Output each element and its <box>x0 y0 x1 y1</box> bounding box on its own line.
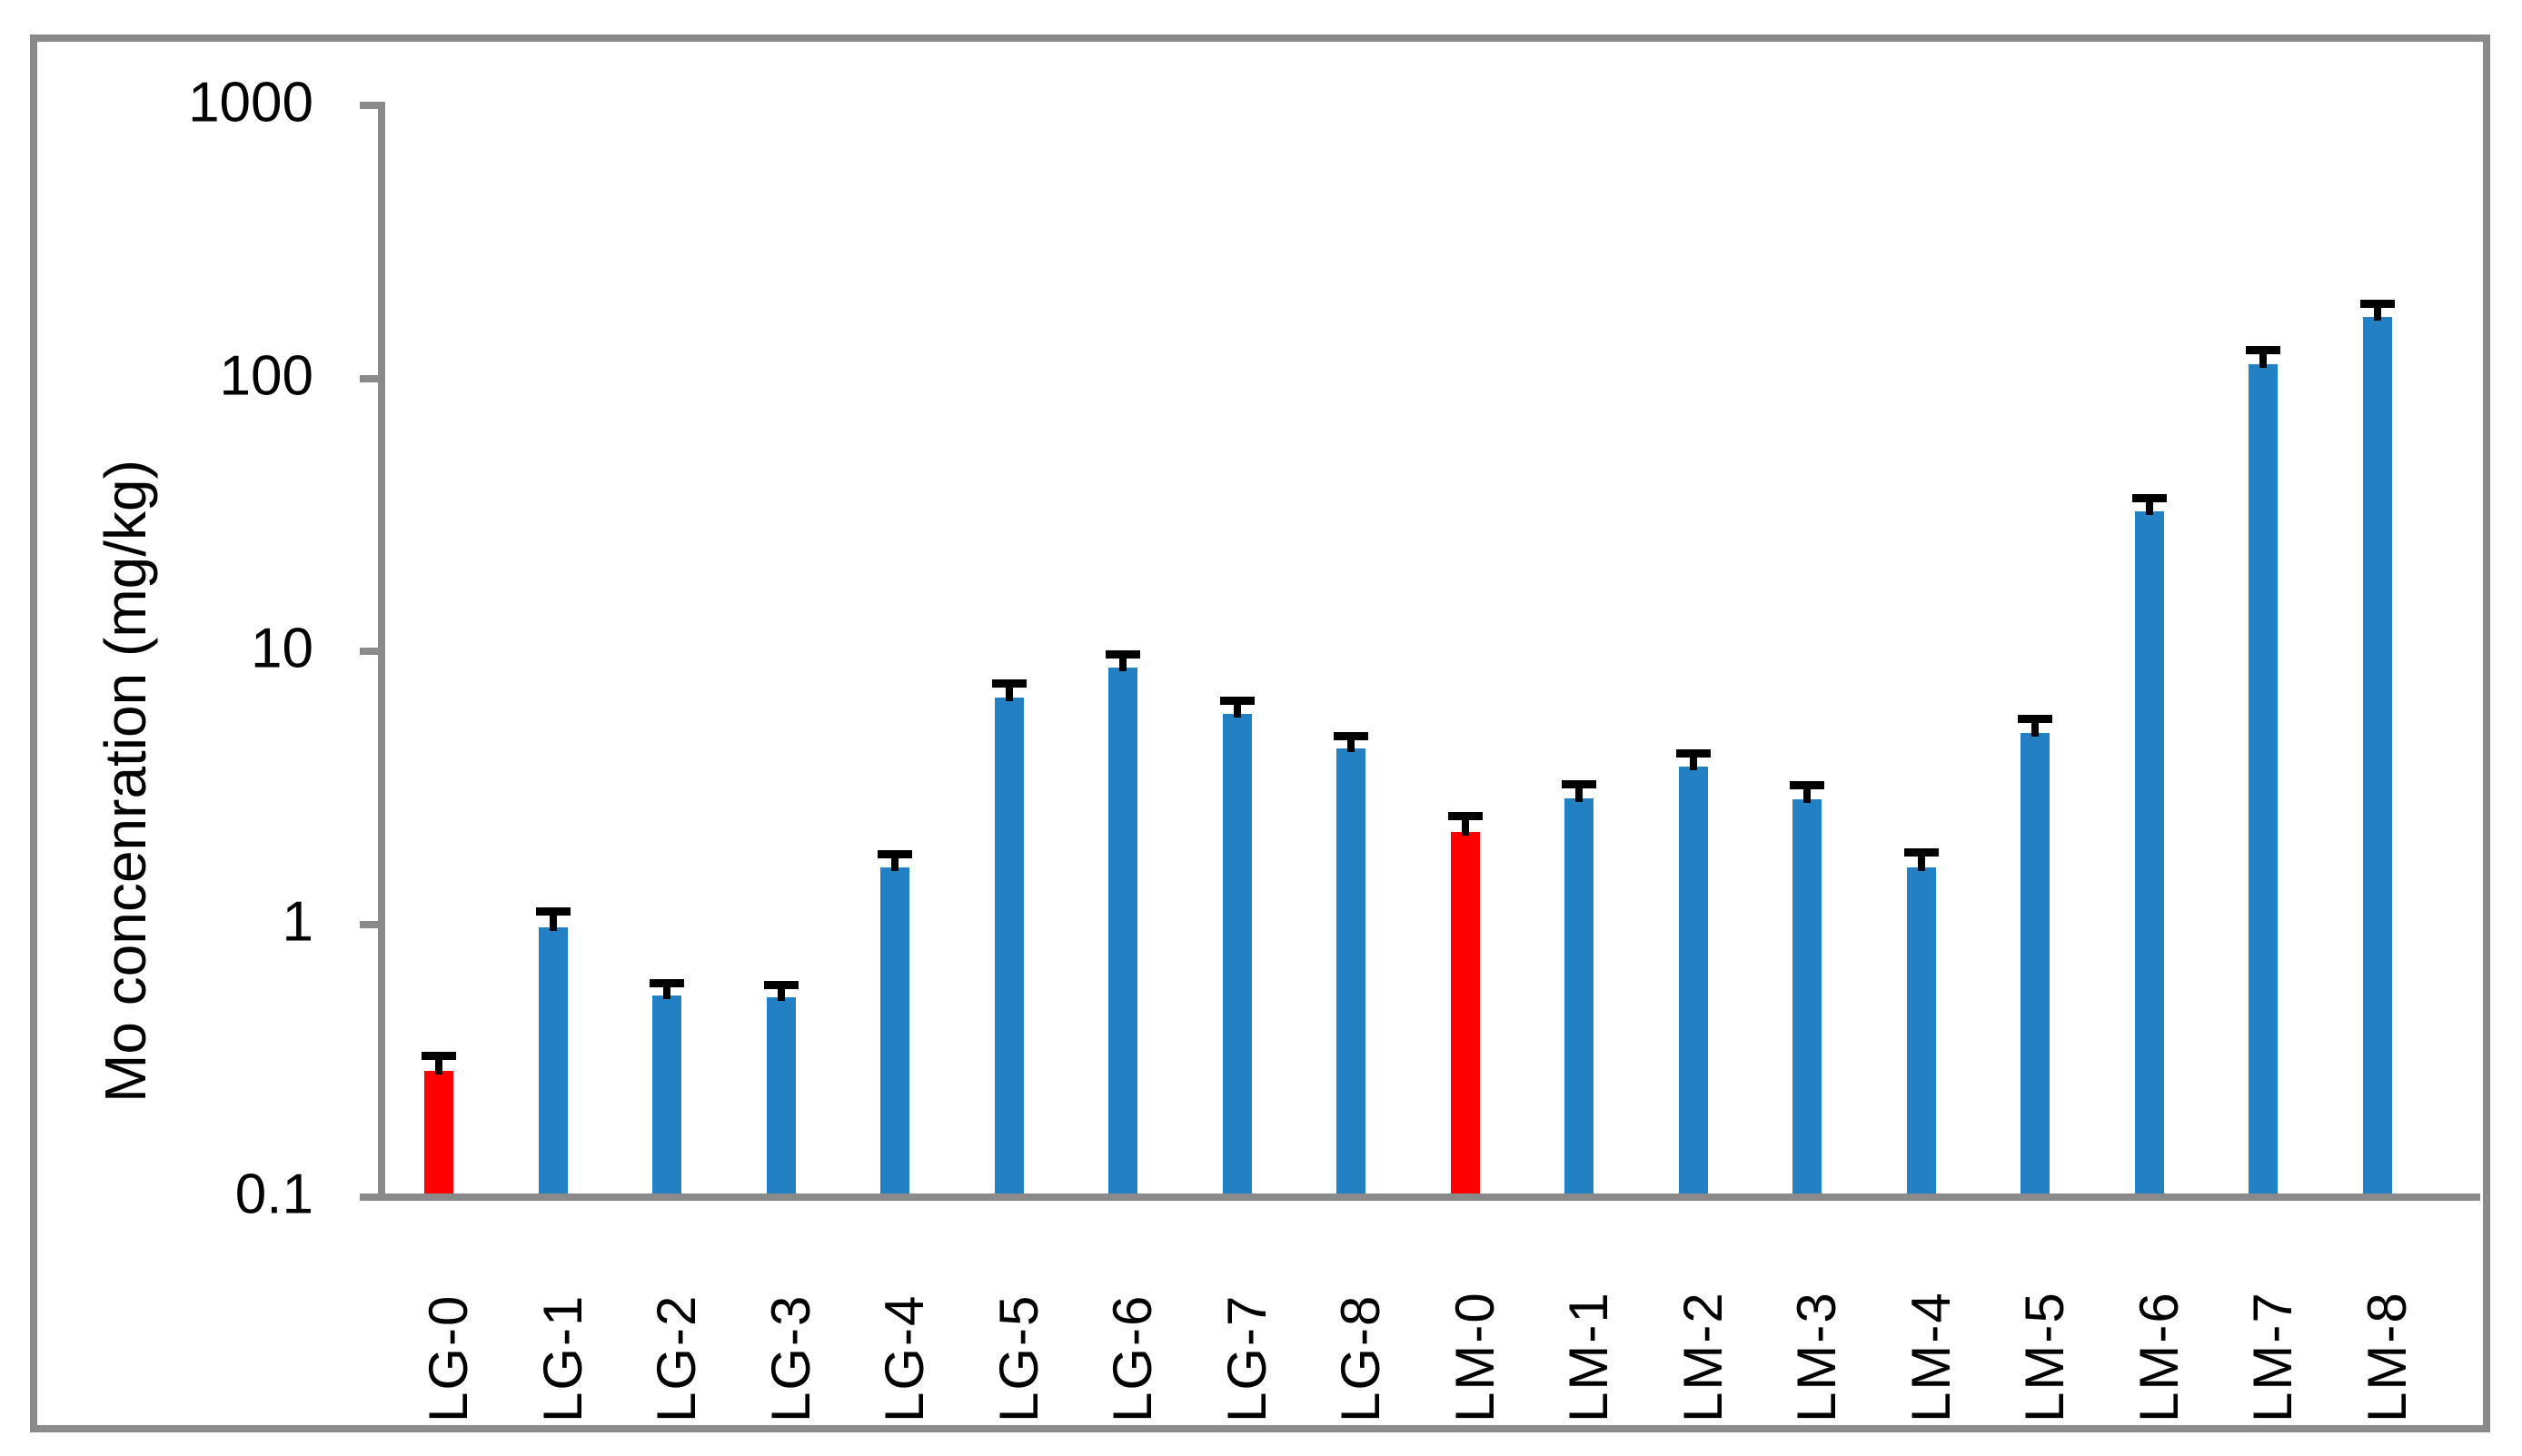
error-cap-LG-0 <box>422 1051 456 1060</box>
error-cap-LM-5 <box>2018 715 2052 723</box>
x-label-LM-1: LM-1 <box>1558 1291 1619 1422</box>
bar-LM-0 <box>1450 831 1480 1194</box>
y-tick-1 <box>360 920 385 928</box>
x-label-LG-6: LG-6 <box>1102 1293 1163 1422</box>
x-label-LG-0: LG-0 <box>418 1293 479 1422</box>
bar-LM-6 <box>2134 511 2164 1194</box>
bar-LG-2 <box>652 995 681 1194</box>
error-cap-LG-6 <box>1106 650 1140 659</box>
x-label-LM-8: LM-8 <box>2356 1291 2418 1422</box>
y-tick-label-0.1: 0.1 <box>234 1163 313 1226</box>
x-label-LG-8: LG-8 <box>1330 1293 1391 1422</box>
x-label-LM-3: LM-3 <box>1786 1291 1847 1422</box>
error-cap-LM-0 <box>1447 812 1483 821</box>
bar-LM-5 <box>2021 733 2050 1194</box>
bar-LG-6 <box>1108 668 1137 1194</box>
y-tick-10 <box>360 648 385 655</box>
error-whisker-LM-3 <box>1803 785 1811 803</box>
x-label-LM-0: LM-0 <box>1444 1291 1505 1422</box>
error-whisker-LG-3 <box>777 985 785 1001</box>
error-cap-LG-5 <box>991 679 1027 688</box>
bar-LM-3 <box>1792 798 1822 1194</box>
error-whisker-LG-5 <box>1005 683 1013 702</box>
y-axis-title: Mo concenration (mg/kg) <box>93 460 158 1103</box>
bar-LM-4 <box>1906 867 1936 1194</box>
error-cap-LM-2 <box>1675 748 1711 758</box>
error-cap-LG-4 <box>878 849 912 858</box>
x-label-LG-5: LG-5 <box>988 1293 1049 1422</box>
error-whisker-LM-6 <box>2145 498 2153 516</box>
error-cap-LM-8 <box>2359 299 2395 308</box>
figure-border <box>30 35 2490 1432</box>
error-whisker-LG-0 <box>435 1055 442 1075</box>
error-whisker-LG-2 <box>663 983 670 999</box>
bar-LG-1 <box>538 927 568 1194</box>
bar-LG-8 <box>1336 748 1365 1194</box>
x-label-LM-6: LM-6 <box>2128 1291 2189 1422</box>
x-axis-line <box>360 1194 2480 1201</box>
error-whisker-LG-4 <box>891 854 899 872</box>
error-whisker-LG-8 <box>1347 736 1355 753</box>
x-label-LM-4: LM-4 <box>1900 1291 1961 1422</box>
error-whisker-LG-6 <box>1119 654 1127 672</box>
error-whisker-LM-8 <box>2373 303 2381 321</box>
error-whisker-LG-7 <box>1233 700 1241 718</box>
x-label-LG-7: LG-7 <box>1216 1293 1277 1422</box>
y-tick-label-10: 10 <box>251 617 313 680</box>
error-cap-LM-3 <box>1790 780 1824 789</box>
bar-LM-8 <box>2362 316 2392 1194</box>
y-tick-1000 <box>360 102 385 109</box>
bar-LG-4 <box>880 867 909 1194</box>
error-cap-LM-7 <box>2246 345 2280 354</box>
error-cap-LG-2 <box>650 978 684 987</box>
error-whisker-LM-5 <box>2031 718 2039 738</box>
error-cap-LM-6 <box>2131 494 2167 503</box>
x-label-LG-3: LG-3 <box>760 1293 821 1422</box>
y-tick-label-100: 100 <box>219 344 313 408</box>
bar-LM-1 <box>1564 798 1594 1194</box>
error-cap-LM-1 <box>1562 779 1596 788</box>
error-whisker-LM-7 <box>2259 350 2267 368</box>
y-tick-100 <box>360 374 385 382</box>
x-label-LM-7: LM-7 <box>2242 1291 2303 1422</box>
error-whisker-LM-0 <box>1461 816 1469 836</box>
error-whisker-LM-2 <box>1689 753 1697 770</box>
error-whisker-LM-4 <box>1917 852 1925 872</box>
bar-LG-5 <box>994 698 1024 1194</box>
y-tick-label-1: 1 <box>282 890 313 954</box>
x-label-LG-4: LG-4 <box>874 1293 935 1422</box>
x-label-LM-2: LM-2 <box>1672 1291 1733 1422</box>
error-cap-LG-8 <box>1334 731 1368 740</box>
error-cap-LG-1 <box>535 907 571 916</box>
x-label-LM-5: LM-5 <box>2014 1291 2075 1422</box>
x-label-LG-2: LG-2 <box>646 1293 707 1422</box>
error-whisker-LG-1 <box>549 911 557 932</box>
error-cap-LG-3 <box>763 980 799 989</box>
bar-LM-7 <box>2249 363 2278 1194</box>
bar-LM-2 <box>1678 766 1708 1194</box>
x-label-LG-1: LG-1 <box>531 1293 593 1422</box>
error-whisker-LM-1 <box>1575 784 1583 802</box>
bar-LG-7 <box>1222 713 1252 1194</box>
error-cap-LG-7 <box>1219 696 1255 705</box>
error-cap-LM-4 <box>1903 848 1939 857</box>
y-tick-label-1000: 1000 <box>188 71 313 134</box>
bar-LG-3 <box>766 996 796 1194</box>
bar-LG-0 <box>424 1071 453 1194</box>
